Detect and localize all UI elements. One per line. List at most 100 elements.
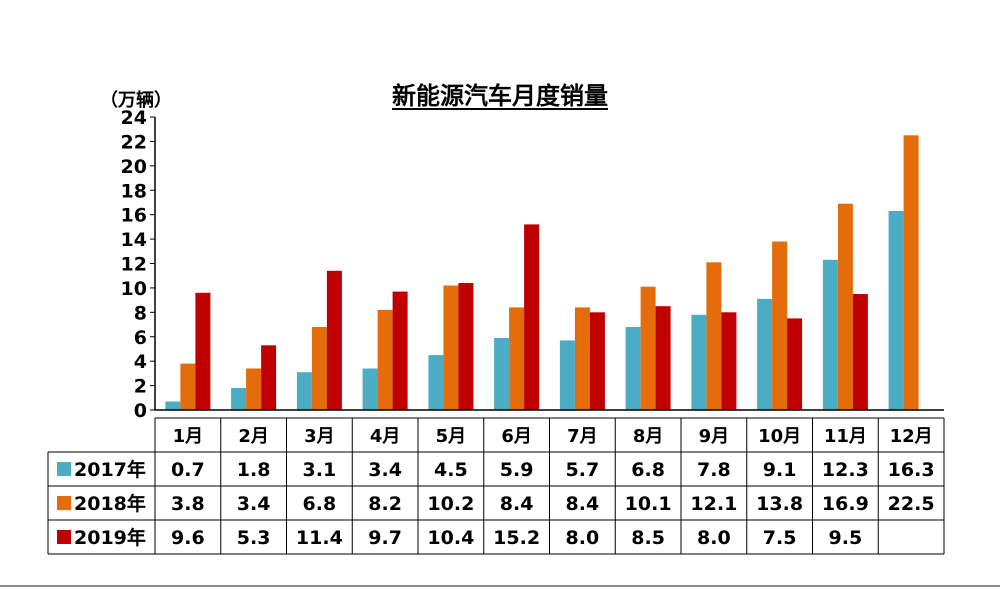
table-value: 10.4 bbox=[427, 527, 474, 549]
table-value: 4.5 bbox=[434, 459, 468, 481]
bottom-rule bbox=[0, 585, 1000, 587]
table-value: 3.4 bbox=[368, 459, 402, 481]
table-value: 16.3 bbox=[888, 459, 935, 481]
table-value: 15.2 bbox=[493, 527, 540, 549]
table-value: 12.3 bbox=[822, 459, 869, 481]
table-value: 9.6 bbox=[171, 527, 205, 549]
bar-2019年-10月 bbox=[787, 318, 803, 410]
category-label: 3月 bbox=[304, 426, 335, 447]
table-value: 7.8 bbox=[697, 459, 731, 481]
bar-2017年-11月 bbox=[822, 259, 838, 410]
legend-label: 2018年 bbox=[74, 492, 146, 515]
category-label: 6月 bbox=[501, 426, 532, 447]
bar-2019年-9月 bbox=[721, 312, 737, 410]
table-value: 1.8 bbox=[237, 459, 271, 481]
bar-2017年-5月 bbox=[428, 355, 444, 410]
table-value: 8.4 bbox=[500, 493, 534, 515]
y-tick-label: 6 bbox=[134, 327, 147, 349]
category-label: 7月 bbox=[567, 426, 598, 447]
bar-2017年-10月 bbox=[757, 298, 773, 410]
y-tick-label: 8 bbox=[134, 302, 147, 324]
category-label: 9月 bbox=[699, 426, 730, 447]
bar-2017年-7月 bbox=[559, 340, 575, 410]
legend-swatch-2019年 bbox=[57, 530, 71, 544]
table-value: 8.2 bbox=[368, 493, 402, 515]
bar-2019年-1月 bbox=[195, 292, 211, 410]
table-value: 6.8 bbox=[303, 493, 337, 515]
table-value: 13.8 bbox=[756, 493, 803, 515]
bar-2017年-12月 bbox=[888, 211, 904, 410]
table-value: 5.3 bbox=[237, 527, 271, 549]
table-value: 8.0 bbox=[566, 527, 600, 549]
category-label: 5月 bbox=[436, 426, 467, 447]
bar-2019年-5月 bbox=[458, 283, 474, 410]
y-axis-unit-label: （万辆） bbox=[100, 89, 172, 111]
bars-layer bbox=[165, 135, 919, 411]
bar-2018年-1月 bbox=[180, 363, 196, 410]
bar-2018年-5月 bbox=[443, 285, 459, 410]
table-value: 3.8 bbox=[171, 493, 205, 515]
bar-2018年-4月 bbox=[377, 309, 393, 410]
table-value: 9.5 bbox=[829, 527, 863, 549]
table-value: 8.5 bbox=[631, 527, 665, 549]
table-value: 12.1 bbox=[690, 493, 737, 515]
bar-2017年-2月 bbox=[231, 388, 247, 410]
legend-swatch-2018年 bbox=[57, 496, 71, 510]
chart-title: 新能源汽车月度销量 bbox=[392, 82, 608, 110]
table-value: 10.2 bbox=[427, 493, 474, 515]
bar-2018年-11月 bbox=[837, 203, 853, 410]
table-value: 16.9 bbox=[822, 493, 869, 515]
table-value: 5.7 bbox=[566, 459, 600, 481]
bar-2019年-6月 bbox=[524, 224, 540, 410]
category-label: 4月 bbox=[370, 426, 401, 447]
table-value: 0.7 bbox=[171, 459, 205, 481]
y-tick-label: 4 bbox=[134, 351, 147, 373]
table-value: 5.9 bbox=[500, 459, 534, 481]
y-tick-label: 16 bbox=[121, 205, 147, 227]
table-value: 3.1 bbox=[303, 459, 337, 481]
bar-2019年-2月 bbox=[261, 345, 277, 410]
bar-2018年-10月 bbox=[772, 241, 788, 410]
bar-2018年-7月 bbox=[574, 307, 590, 410]
bar-2017年-1月 bbox=[165, 401, 181, 410]
y-tick-label: 14 bbox=[121, 229, 147, 251]
table-value: 8.4 bbox=[566, 493, 600, 515]
table-value: 7.5 bbox=[763, 527, 797, 549]
bar-2018年-2月 bbox=[246, 368, 262, 410]
category-label: 12月 bbox=[890, 426, 933, 447]
table-value: 8.0 bbox=[697, 527, 731, 549]
category-label: 10月 bbox=[758, 426, 801, 447]
legend-label: 2019年 bbox=[74, 526, 146, 549]
table-value: 9.7 bbox=[368, 527, 402, 549]
table-value: 10.1 bbox=[625, 493, 672, 515]
bar-2019年-8月 bbox=[655, 306, 671, 410]
data-table: 1月 2月 3月 4月 5月 6月 7月 8月 9月 10月 11月 12月 2017年 0.7 1.8 3.… bbox=[47, 417, 945, 555]
table-value: 22.5 bbox=[888, 493, 935, 515]
table-value: 6.8 bbox=[631, 459, 665, 481]
y-tick-label: 20 bbox=[121, 156, 147, 178]
bar-2019年-7月 bbox=[589, 312, 605, 410]
y-tick-label: 0 bbox=[134, 400, 147, 422]
bar-2019年-11月 bbox=[852, 294, 868, 410]
category-label: 1月 bbox=[173, 426, 204, 447]
table-value: 9.1 bbox=[763, 459, 797, 481]
bar-2017年-8月 bbox=[625, 327, 641, 410]
legend-swatch-2017年 bbox=[57, 462, 71, 476]
bar-2018年-12月 bbox=[903, 135, 919, 411]
bar-2019年-4月 bbox=[392, 291, 408, 410]
y-tick-label: 10 bbox=[121, 278, 147, 300]
bar-2018年-8月 bbox=[640, 286, 656, 410]
legend-label: 2017年 bbox=[74, 458, 146, 481]
category-label: 2月 bbox=[238, 426, 269, 447]
y-tick-label: 18 bbox=[121, 180, 147, 202]
y-tick-label: 22 bbox=[121, 131, 147, 153]
table-value: 11.4 bbox=[296, 527, 343, 549]
bar-2017年-3月 bbox=[296, 372, 312, 410]
bar-2017年-9月 bbox=[691, 314, 707, 410]
category-label: 11月 bbox=[824, 426, 867, 447]
category-label: 8月 bbox=[633, 426, 664, 447]
y-tick-label: 12 bbox=[121, 254, 147, 276]
bar-2018年-6月 bbox=[509, 307, 525, 410]
